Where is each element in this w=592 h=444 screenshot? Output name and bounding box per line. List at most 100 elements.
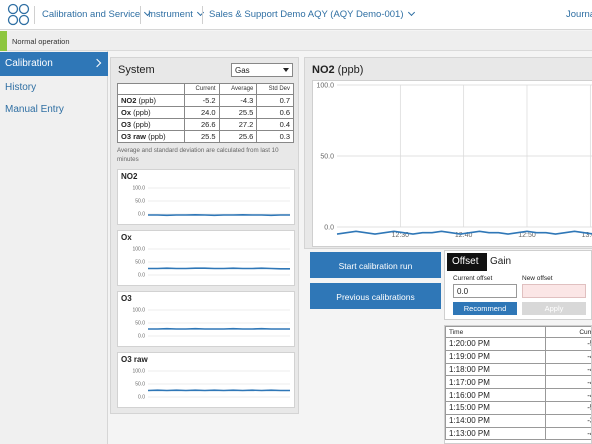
reading-time: 1:20:00 PM [445,337,546,351]
mini-chart-plot: 100.0 50.0 0.0 [132,308,290,340]
system-panel: System Gas Current Average Std Dev NO2 (… [110,57,299,414]
status-bar: Normal operation [0,31,592,51]
nav-device-selector[interactable]: Sales & Support Demo AQY (AQY Demo-001) [209,8,415,20]
y-tick-label: 0.0 [138,212,145,218]
mini-chart-no2: NO2 100.0 50.0 0.0 [117,169,295,225]
reading-time: 1:18:00 PM [445,362,546,377]
mini-chart-plot: 100.0 50.0 0.0 [132,186,290,218]
stats-table: Current Average Std Dev NO2 (ppb) -5.2 -… [117,83,294,143]
pollutant-unit: (ppb) [146,132,166,141]
dropdown-arrow-icon [283,68,289,72]
nav-calibration-service-label: Calibration and Service [42,9,141,20]
start-calibration-button[interactable]: Start calibration run [310,252,441,278]
reading-time: 1:19:00 PM [445,349,546,364]
reading-time: 1:16:00 PM [445,388,546,402]
apply-button[interactable]: Apply [522,302,586,315]
y-tick-label: 50.0 [135,199,145,205]
reading-value: -4.0 [545,426,591,441]
status-text: Normal operation [12,37,70,46]
system-type-select[interactable]: Gas [231,63,293,77]
new-offset-field[interactable] [522,284,586,298]
stats-std: 0.6 [256,106,294,119]
pollutant-name: O3 raw [121,132,147,141]
mini-chart-plot: 100.0 50.0 0.0 [132,247,290,279]
stats-header: Current [183,83,220,95]
mini-chart-title: O3 [121,294,132,303]
sidebar-item-label: History [5,82,37,93]
nav-journal[interactable]: Journa [566,9,592,20]
current-offset-field[interactable]: 0.0 [453,284,517,298]
table-row: 1:13:00 PM-4.0 [445,426,591,441]
reading-value: -4.8 [545,388,591,402]
pollutant-unit: (ppb) [131,108,151,117]
y-tick-label: 100.0 [132,247,145,253]
stats-header-row: Current Average Std Dev [117,83,294,95]
new-offset-label: New offset [522,275,553,282]
sidebar-item-label: Manual Entry [5,104,64,115]
stats-current: 26.6 [183,118,220,131]
y-tick-label: 100.0 [132,186,145,192]
system-title: System [118,64,155,76]
y-tick-label: 50.0 [135,382,145,388]
sidebar-item-manual-entry[interactable]: Manual Entry [0,98,108,122]
reading-time: 1:13:00 PM [445,426,546,441]
stats-header [117,83,185,95]
reading-value: -4.9 [545,362,591,377]
stats-row-label: Ox (ppb) [117,106,185,119]
previous-calibrations-button[interactable]: Previous calibrations [310,283,441,309]
table-row: 1:16:00 PM-4.8 [445,388,591,402]
tab-offset[interactable]: Offset [447,253,487,271]
y-tick-label: 100.0 [316,82,334,89]
mini-chart-o3: O3 100.0 50.0 0.0 [117,291,295,347]
nav-instrument[interactable]: Instrument [148,8,204,20]
nav-calibration-service[interactable]: Calibration and Service [42,8,152,20]
readings-header-row: Time Current [445,326,591,338]
chevron-down-icon [407,8,415,17]
sidebar-item-calibration[interactable]: Calibration [0,52,108,76]
stats-row: NO2 (ppb) -5.2 -4.3 0.7 [117,94,294,107]
stats-current: 25.5 [183,130,220,143]
stats-row-label: O3 (ppb) [117,118,185,131]
main-chart-box: 100.0 50.0 0.0 12:30 12:40 12:50 13:00 [312,80,592,247]
sidebar-item-label: Calibration [5,58,53,69]
reading-value: -5.2 [545,400,591,415]
stats-row-label: O3 raw (ppb) [117,130,185,143]
stats-row: O3 (ppb) 26.6 27.2 0.4 [117,118,294,131]
pollutant-name: O3 [121,120,132,129]
tab-gain[interactable]: Gain [490,256,512,267]
calibration-settings-panel: Offset Gain Current offset 0.0 New offse… [444,250,592,320]
y-tick-label: 50.0 [135,260,145,266]
recommend-button[interactable]: Recommend [453,302,517,315]
reading-value: -4.3 [545,375,591,390]
series-line [336,230,592,235]
status-indicator [0,31,7,51]
table-row: 1:18:00 PM-4.9 [445,362,591,377]
mini-chart-ox: Ox 100.0 50.0 0.0 [117,230,295,286]
stats-row: O3 raw (ppb) 25.5 25.6 0.3 [117,130,294,143]
readings-header-time: Time [445,326,546,338]
y-tick-label: 0.0 [138,273,145,279]
mini-chart-o3-raw: O3 raw 100.0 50.0 0.0 [117,352,295,408]
stats-average: 25.6 [218,130,258,143]
stats-average: 27.2 [218,118,258,131]
app-logo-icon[interactable] [6,3,32,27]
mini-chart-title: O3 raw [121,355,148,364]
sidebar-item-history[interactable]: History [0,76,108,100]
nav-instrument-label: Instrument [148,9,193,20]
x-tick-label: 12:50 [518,232,536,239]
readings-table-panel: Time Current 1:20:00 PM-5.2 1:19:00 PM-4… [444,325,592,444]
reading-value: -3.9 [545,413,591,428]
stats-row-label: NO2 (ppb) [117,94,185,107]
stats-current: 24.0 [183,106,220,119]
main-chart-title: NO2 (ppb) [312,64,363,76]
y-tick-label: 0.0 [324,224,334,231]
pollutant-unit: (ppb) [131,120,151,129]
reading-time: 1:17:00 PM [445,375,546,390]
mini-chart-plot: 100.0 50.0 0.0 [132,369,290,401]
stats-header: Std Dev [256,83,294,95]
readings-table: Time Current 1:20:00 PM-5.2 1:19:00 PM-4… [445,326,591,441]
mini-chart-title: Ox [121,233,132,242]
chevron-right-icon [92,58,102,68]
reading-value: -5.2 [545,337,591,351]
pollutant-name: Ox [121,108,132,117]
